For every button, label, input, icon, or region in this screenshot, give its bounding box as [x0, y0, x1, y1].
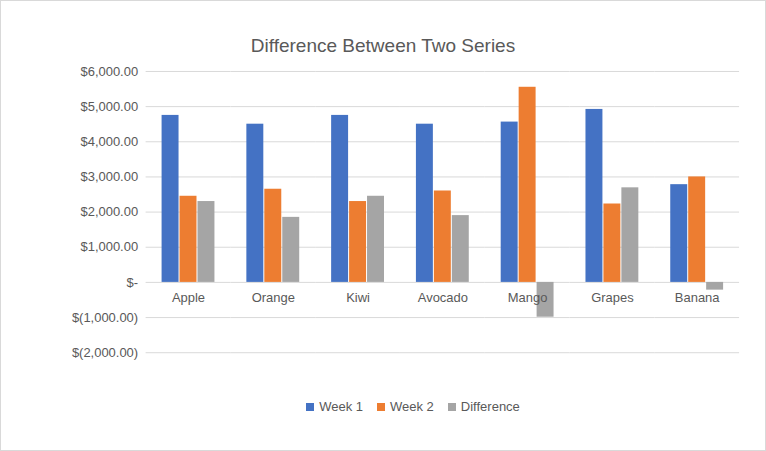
svg-text:$4,000.00: $4,000.00 — [81, 134, 139, 149]
svg-text:$2,000.00: $2,000.00 — [81, 204, 139, 219]
svg-text:$(1,000.00): $(1,000.00) — [72, 310, 138, 325]
svg-text:$3,000.00: $3,000.00 — [81, 169, 139, 184]
svg-text:Banana: Banana — [675, 290, 720, 305]
svg-text:$5,000.00: $5,000.00 — [81, 99, 139, 114]
svg-text:Grapes: Grapes — [591, 290, 634, 305]
svg-text:Avocado: Avocado — [418, 290, 468, 305]
svg-text:Mango: Mango — [508, 290, 548, 305]
svg-text:$1,000.00: $1,000.00 — [81, 239, 139, 254]
svg-text:Apple: Apple — [172, 290, 205, 305]
svg-text:Kiwi: Kiwi — [346, 290, 370, 305]
svg-text:Orange: Orange — [252, 290, 295, 305]
html-text:Difference: Difference — [460, 399, 520, 415]
html-text:Week 1: Week 1 — [319, 399, 363, 415]
svg-text:$(2,000.00): $(2,000.00) — [72, 345, 138, 360]
svg-text:$6,000.00: $6,000.00 — [81, 64, 139, 79]
html-text:Week 2: Week 2 — [390, 399, 434, 415]
html-text:Difference Between Two Series: Difference Between Two Series — [250, 35, 516, 56]
svg-text:$-: $- — [127, 275, 139, 290]
